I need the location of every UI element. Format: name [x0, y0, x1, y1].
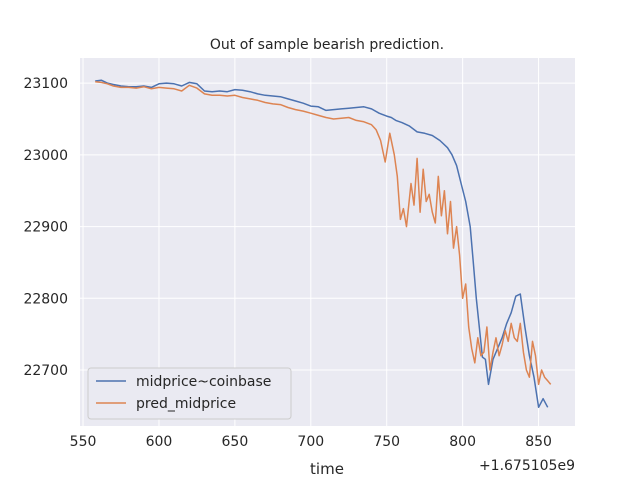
x-tick-labels: 550 600 650 700 750 800 850	[70, 434, 552, 450]
legend: midprice~coinbase pred_midprice	[87, 367, 292, 420]
series-line-pred-midprice	[95, 80, 552, 386]
legend-box	[87, 367, 292, 420]
x-offset-label: +1.675105e9	[479, 458, 575, 474]
x-tick-label: 700	[297, 434, 324, 450]
legend-label-midprice: midprice~coinbase	[136, 374, 271, 390]
y-tick-label: 23100	[23, 76, 68, 92]
x-tick-label: 600	[146, 434, 173, 450]
series-lines	[95, 79, 552, 409]
x-tick-label: 800	[449, 434, 476, 450]
x-tick-label: 550	[70, 434, 97, 450]
x-tick-label: 650	[222, 434, 249, 450]
x-tick-label: 750	[373, 434, 400, 450]
x-tick-label: 850	[525, 434, 552, 450]
y-tick-label: 22800	[23, 291, 68, 307]
y-tick-label: 22900	[23, 220, 68, 236]
x-axis-label: time	[310, 460, 344, 478]
series-line-midprice	[95, 79, 549, 409]
y-tick-label: 23000	[23, 148, 68, 164]
legend-label-pred: pred_midprice	[136, 396, 236, 412]
chart-title: Out of sample bearish prediction.	[210, 37, 444, 53]
y-tick-labels: 22700 22800 22900 23000 23100	[23, 76, 68, 379]
y-tick-label: 22700	[23, 363, 68, 379]
